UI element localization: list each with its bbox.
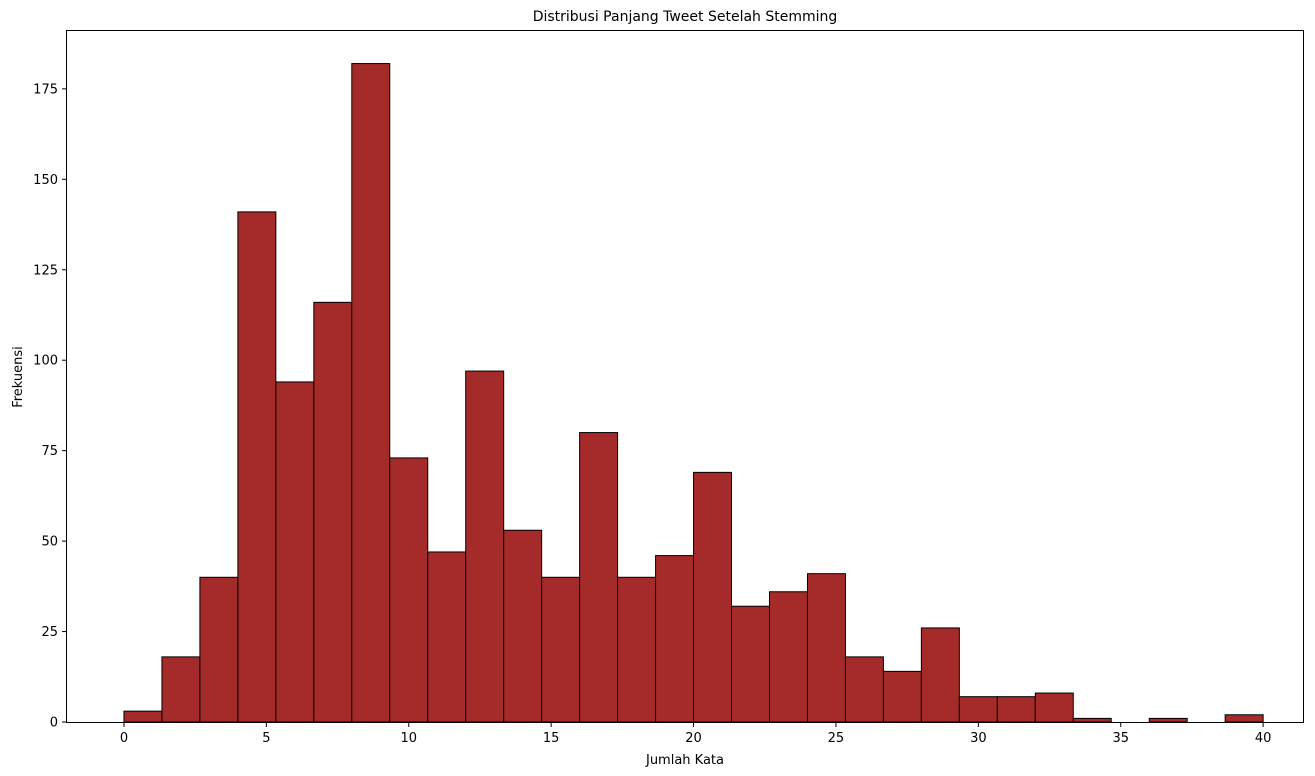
plot-frame	[66, 30, 1304, 723]
histogram-bar	[844, 656, 884, 723]
histogram-bar	[123, 710, 163, 723]
histogram-bar	[503, 529, 543, 723]
x-tick-label: 25	[828, 731, 845, 746]
y-axis-ticks: 0 25 50 75 100 125 150 175	[33, 82, 67, 731]
y-tick-label: 75	[41, 444, 58, 459]
histogram-bar	[731, 605, 770, 723]
histogram-bar	[541, 576, 581, 723]
y-tick-label: 150	[33, 173, 58, 188]
histogram-bar	[351, 63, 391, 723]
y-tick-label: 125	[33, 263, 58, 278]
x-tick-label: 15	[543, 731, 560, 746]
y-tick-label: 175	[33, 82, 58, 97]
y-tick-label: 100	[33, 354, 58, 369]
x-tick-label: 40	[1255, 731, 1272, 746]
histogram-bar	[806, 573, 846, 723]
histogram-bar	[1148, 717, 1188, 723]
histogram-bar	[465, 370, 505, 723]
y-tick-label: 50	[41, 535, 58, 550]
histogram-bar	[882, 670, 922, 723]
histogram-bar	[1224, 714, 1264, 723]
histogram-bar	[275, 381, 315, 723]
chart-title: Distribusi Panjang Tweet Setelah Stemmin…	[533, 9, 838, 25]
y-tick-label: 25	[41, 625, 58, 640]
histogram-bar	[199, 576, 239, 723]
histogram-bars	[123, 63, 1264, 723]
histogram-bar	[579, 432, 619, 723]
y-axis-label: Frekuensi	[11, 346, 26, 408]
histogram-bar	[958, 696, 998, 723]
histogram-bar	[237, 211, 277, 723]
x-axis-ticks: 0 5 10 15 20 25 30 35 40	[120, 722, 1272, 746]
histogram-bar	[1072, 717, 1112, 723]
x-tick-label: 0	[120, 731, 128, 746]
x-tick-label: 20	[685, 731, 702, 746]
histogram-bar	[693, 471, 733, 723]
x-tick-label: 10	[400, 731, 417, 746]
histogram-bar	[427, 551, 467, 723]
y-tick-label: 0	[50, 716, 58, 731]
histogram-bar	[389, 457, 429, 723]
x-tick-label: 5	[262, 731, 270, 746]
x-axis-label: Jumlah Kata	[645, 753, 724, 768]
x-tick-label: 35	[1112, 731, 1129, 746]
histogram-bar	[655, 555, 695, 723]
histogram-bar	[920, 627, 960, 723]
histogram-bar	[313, 301, 353, 723]
x-tick-label: 30	[970, 731, 987, 746]
histogram-bar	[161, 656, 201, 723]
histogram-bar	[996, 696, 1036, 723]
histogram-bar	[1034, 692, 1074, 723]
histogram-bar	[768, 591, 808, 723]
histogram-bar	[617, 576, 657, 723]
